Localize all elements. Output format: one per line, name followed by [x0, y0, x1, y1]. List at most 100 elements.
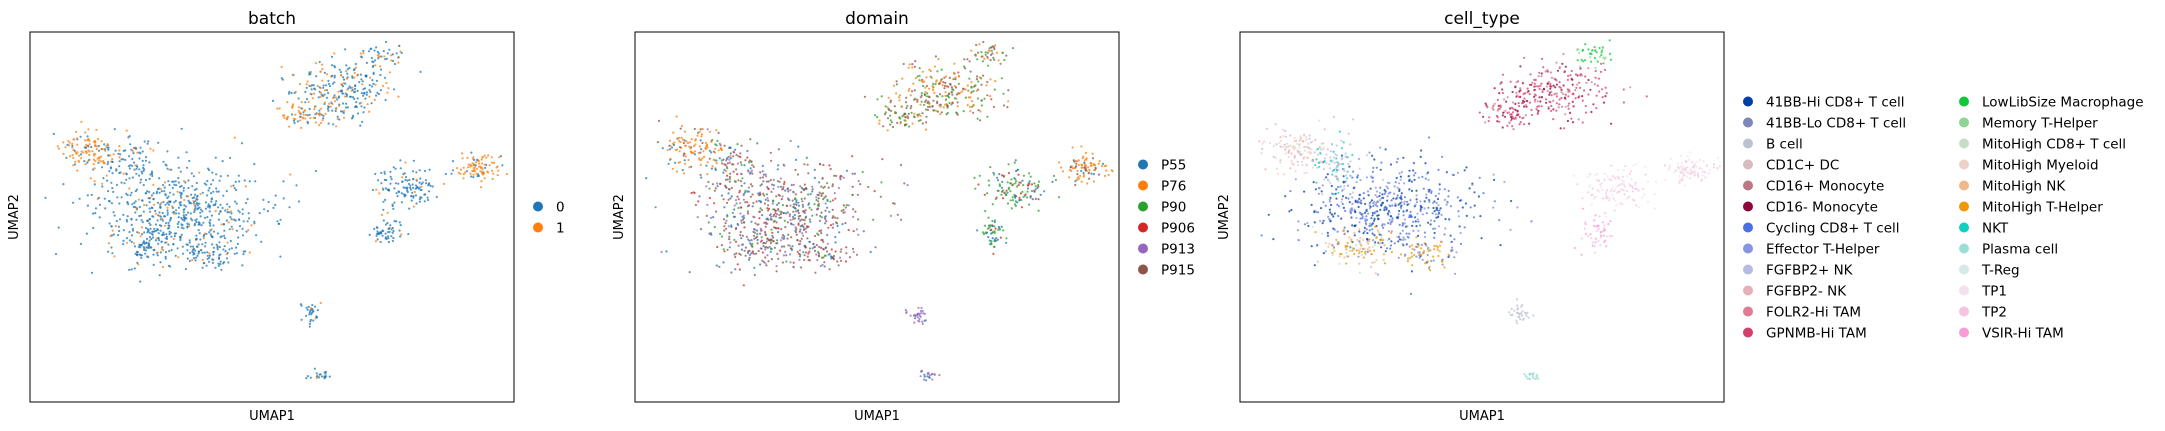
point-1	[313, 92, 316, 95]
point-P55	[766, 217, 769, 220]
point-P915	[889, 99, 893, 102]
point-P55	[667, 162, 670, 165]
point-GPNMB-Hi TAM	[1518, 95, 1521, 98]
point-0	[164, 255, 167, 258]
point-0	[243, 179, 246, 182]
point-1	[138, 231, 141, 235]
point-P76	[898, 99, 901, 102]
point-0	[203, 182, 206, 185]
point-1	[313, 108, 316, 111]
point-0	[78, 197, 81, 200]
point-1	[233, 136, 236, 139]
point-P76	[937, 57, 940, 61]
point-0	[110, 234, 114, 237]
point-TP1	[1682, 164, 1685, 167]
point-GPNMB-Hi TAM	[1600, 88, 1604, 91]
point-P90	[917, 119, 921, 122]
point-P915	[975, 43, 978, 47]
point-P915	[814, 271, 817, 274]
point-1	[286, 101, 289, 104]
point-P55	[988, 239, 992, 242]
point-0	[236, 242, 239, 245]
point-GPNMB-Hi TAM	[1550, 109, 1553, 112]
point-P906	[690, 191, 693, 195]
point-0	[470, 175, 473, 178]
point-B cell	[1365, 154, 1369, 157]
point-0	[384, 40, 388, 44]
point-0	[423, 193, 426, 196]
point-P76	[688, 145, 691, 148]
point-0	[139, 178, 143, 181]
point-P913	[733, 204, 736, 207]
point-P55	[762, 180, 765, 183]
point-0	[238, 225, 242, 228]
point-0	[164, 203, 167, 206]
point-1	[496, 174, 499, 177]
point-MitoHigh CD8+ T cell	[1378, 241, 1381, 244]
point-P915	[975, 78, 979, 81]
point-P90	[1003, 191, 1006, 194]
point-P913	[923, 312, 926, 316]
point-NKT	[1329, 159, 1332, 162]
point-0	[134, 190, 137, 193]
point-P90	[654, 206, 657, 209]
point-P915	[721, 162, 724, 165]
point-P906	[763, 221, 766, 224]
point-TP1	[1679, 164, 1682, 168]
point-0	[384, 98, 387, 102]
point-Cycling CD8+ T cell	[1430, 190, 1433, 193]
point-TP1	[1686, 155, 1689, 158]
point-0	[130, 240, 133, 243]
point-0	[86, 204, 89, 207]
point-P76	[680, 124, 684, 127]
point-0	[90, 146, 93, 149]
point-P915	[931, 105, 934, 108]
point-0	[86, 135, 89, 138]
point-P76	[975, 89, 978, 92]
point-P55	[672, 143, 676, 147]
point-P913	[777, 185, 780, 188]
point-MitoHigh NK	[1348, 249, 1351, 252]
point-41BB-Lo CD8+ T cell	[1393, 192, 1396, 195]
point-0	[166, 202, 169, 205]
point-TP1	[1608, 197, 1611, 200]
point-P915	[990, 53, 993, 57]
point-0	[141, 150, 144, 153]
point-TP1	[1700, 167, 1704, 170]
point-P55	[748, 253, 752, 256]
point-B cell	[1332, 156, 1335, 159]
point-1	[99, 160, 102, 163]
point-P915	[774, 215, 778, 218]
point-GPNMB-Hi TAM	[1578, 81, 1581, 84]
point-P76	[1071, 167, 1074, 170]
point-MitoHigh T-Helper	[1438, 250, 1441, 253]
point-TP2	[1631, 185, 1634, 188]
point-P90	[989, 166, 992, 169]
point-P915	[739, 180, 743, 183]
point-P915	[926, 108, 930, 111]
point-41BB-Hi CD8+ T cell	[1373, 234, 1376, 237]
point-Memory T-Helper	[1594, 66, 1597, 70]
point-P76	[706, 161, 709, 164]
point-GPNMB-Hi TAM	[1604, 86, 1607, 89]
point-0	[308, 313, 311, 316]
point-P76	[913, 112, 916, 115]
point-0	[356, 112, 360, 115]
point-P915	[699, 228, 703, 231]
point-41BB-Hi CD8+ T cell	[1290, 208, 1293, 212]
point-P76	[697, 151, 700, 154]
point-P90	[772, 200, 775, 203]
point-1	[183, 180, 186, 183]
point-TP2	[1718, 165, 1721, 168]
point-TP1	[1572, 174, 1575, 177]
point-0	[199, 211, 202, 214]
point-P55	[790, 223, 793, 226]
point-P76	[968, 105, 972, 108]
point-P76	[899, 122, 902, 125]
point-0	[204, 241, 207, 244]
point-P913	[843, 211, 846, 214]
point-41BB-Hi CD8+ T cell	[1377, 214, 1380, 217]
point-P76	[878, 119, 881, 122]
point-0	[208, 206, 211, 209]
point-41BB-Hi CD8+ T cell	[1399, 196, 1402, 199]
